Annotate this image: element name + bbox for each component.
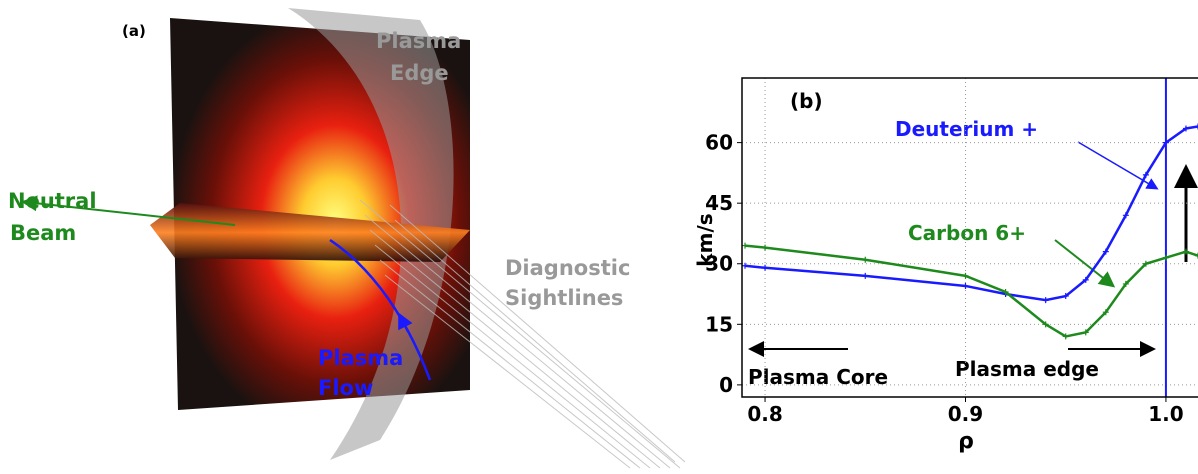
page: {"panel_a": {"label": "(a)", "plasma_edg… (0, 0, 1198, 474)
data-point (762, 245, 768, 251)
panel-label: (a) (122, 22, 146, 40)
x-tick-label: 0.9 (948, 402, 983, 426)
y-tick-label: 45 (705, 191, 733, 215)
annotation-arrow (1078, 142, 1156, 188)
panel-label: (b) (790, 89, 823, 113)
y-tick-label: 60 (705, 131, 733, 155)
y-tick-label: 15 (705, 312, 733, 336)
data-point (962, 283, 968, 289)
data-point (1163, 255, 1169, 261)
flow-label: Flow (318, 376, 373, 400)
annotation-arrow (1055, 240, 1112, 285)
annotation: Plasma edge (955, 357, 1099, 381)
data-point (1183, 249, 1189, 255)
data-point (862, 273, 868, 279)
data-point (742, 243, 748, 249)
x-axis-label: ρ (958, 429, 974, 454)
series-line (745, 246, 1198, 337)
edge-label: Plasma (376, 29, 461, 53)
x-tick-label: 1.0 (1148, 402, 1183, 426)
data-point (862, 257, 868, 263)
series-line (745, 126, 1198, 300)
figure: (a) Plasma Edge Neutral Beam Diagnostic … (0, 0, 1198, 474)
annotation: Plasma Core (748, 365, 888, 389)
sightline-label: Sightlines (505, 286, 623, 310)
edge-label: Edge (390, 61, 449, 85)
x-tick-label: 0.8 (747, 402, 782, 426)
illustration: (a) Plasma Edge Neutral Beam Diagnostic … (8, 8, 685, 468)
sightline-label: Diagnostic (505, 256, 630, 280)
flow-label: Plasma (318, 346, 403, 370)
legend-label: Deuterium + (895, 117, 1038, 141)
legend-label: Carbon 6+ (908, 221, 1026, 245)
data-point (1043, 297, 1049, 303)
chart: (b) ρ km/s Deuterium + Carbon 6+ Plasma … (693, 78, 1198, 454)
beam-label: Neutral (8, 189, 97, 213)
data-point (762, 265, 768, 271)
y-tick-label: 0 (719, 373, 733, 397)
y-tick-label: 30 (705, 252, 733, 276)
beam-label: Beam (10, 221, 76, 245)
